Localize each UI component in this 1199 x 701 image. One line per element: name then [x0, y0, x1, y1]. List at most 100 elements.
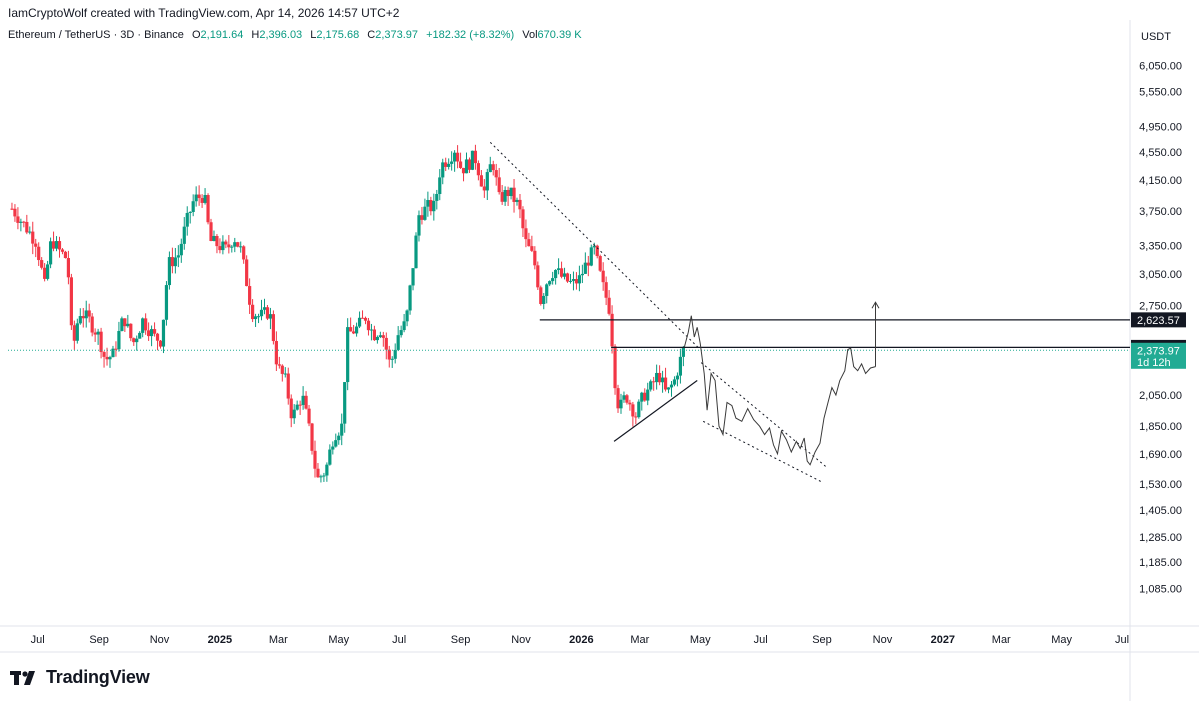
candle-body [506, 189, 510, 197]
candle-body [72, 325, 76, 341]
candle-body [458, 161, 463, 168]
candle-body [328, 449, 332, 465]
candle-body [51, 241, 56, 249]
candle-body [678, 356, 683, 376]
candle-body [191, 201, 195, 212]
candle-body [411, 268, 415, 286]
candle-body [675, 375, 680, 380]
time-tick-label: 2026 [569, 634, 593, 646]
candle-body [646, 389, 650, 401]
candle-body [402, 321, 406, 331]
countdown-label: 1d 12h [1137, 357, 1171, 369]
candle-body [123, 318, 127, 327]
candle-body [536, 265, 540, 288]
candle-body [649, 381, 653, 390]
candle-body [429, 200, 433, 212]
candle-body [316, 468, 320, 478]
time-axis[interactable]: Jul Sep Nov 2025 Mar May Jul Sep Nov 2026 Mar May Ju… [31, 634, 1129, 646]
candle-body [548, 281, 552, 285]
channel-upper-line [700, 362, 827, 468]
time-tick-label: Mar [630, 634, 649, 646]
candle-body [485, 172, 489, 191]
candle-body [447, 163, 451, 167]
candle-body [102, 352, 106, 357]
candle-body [141, 318, 145, 333]
candle-body [295, 404, 299, 410]
candle-body [384, 337, 388, 350]
candle-body [135, 338, 139, 343]
candle-body [435, 193, 439, 201]
breakout-arrow-head [871, 301, 880, 309]
price-tick-label: 4,950.00 [1139, 122, 1182, 134]
candle-body [230, 246, 234, 248]
time-tick-label: Sep [89, 634, 109, 646]
candle-body [681, 347, 685, 357]
currency-label[interactable]: USDT [1141, 31, 1171, 43]
candle-body [16, 216, 20, 223]
candle-body [25, 221, 29, 233]
candle-body [111, 348, 115, 358]
candle-body [527, 239, 531, 247]
candle-body [660, 377, 665, 383]
price-tick-label: 1,085.00 [1139, 584, 1182, 596]
candle-body [224, 241, 228, 245]
candle-body [420, 215, 424, 220]
candle-body [393, 349, 397, 359]
candle-body [343, 382, 347, 424]
price-tick-label: 1,850.00 [1139, 421, 1182, 433]
candle-body [390, 358, 394, 360]
volume-label: Vol [522, 29, 538, 41]
low-value: 2,175.68 [316, 29, 360, 41]
candle-body [417, 215, 421, 236]
time-tick-label: May [328, 634, 349, 646]
candle-body [126, 323, 130, 327]
time-tick-label: Mar [269, 634, 288, 646]
candle-body [562, 273, 567, 277]
candle-body [242, 246, 246, 260]
candle-body [313, 450, 317, 469]
descending-trendline [489, 141, 701, 350]
candle-body [378, 335, 382, 337]
candle-body [129, 323, 133, 339]
close-label: C [367, 29, 376, 41]
candle-body [414, 235, 418, 269]
candle-body [221, 241, 225, 251]
candle-body [105, 356, 109, 360]
channel-lower-line [702, 420, 823, 483]
candle-body [325, 464, 329, 476]
candle-body [331, 446, 335, 450]
candle-body [530, 246, 534, 251]
open-value: 2,191.64 [200, 29, 244, 41]
candle-body [57, 241, 62, 250]
time-tick-label: Sep [451, 634, 471, 646]
candle-body [132, 338, 136, 343]
price-tick-label: 1,185.00 [1139, 557, 1182, 569]
candle-body [441, 162, 445, 178]
candle-body [93, 332, 97, 335]
candle-body [497, 177, 501, 193]
symbol-title[interactable]: Ethereum / TetherUS · 3D · Binance [8, 29, 184, 41]
candle-body [144, 318, 148, 331]
time-tick-label: Nov [873, 634, 893, 646]
candle-body [236, 242, 240, 247]
candle-body [669, 384, 674, 388]
candle-body [292, 409, 296, 419]
high-value: 2,396.03 [259, 29, 303, 41]
candle-body [658, 372, 662, 383]
candle-body [622, 395, 626, 400]
price-marker-box [1131, 312, 1186, 328]
candle-body [432, 200, 436, 212]
candle-body [426, 200, 430, 207]
candle-body [470, 150, 475, 170]
candle-body [37, 246, 41, 261]
candle-body [565, 273, 570, 282]
candle-body [280, 365, 284, 374]
brand-name: TradingView [46, 667, 150, 687]
tradingview-logo[interactable]: TradingView [10, 667, 150, 688]
candle-body [607, 297, 611, 314]
candle-body [66, 258, 71, 278]
price-axis[interactable]: 6,050.00 5,550.00 4,950.00 4,550.00 4,150.00… [1139, 60, 1182, 595]
price-tick-label: 3,350.00 [1139, 240, 1182, 252]
